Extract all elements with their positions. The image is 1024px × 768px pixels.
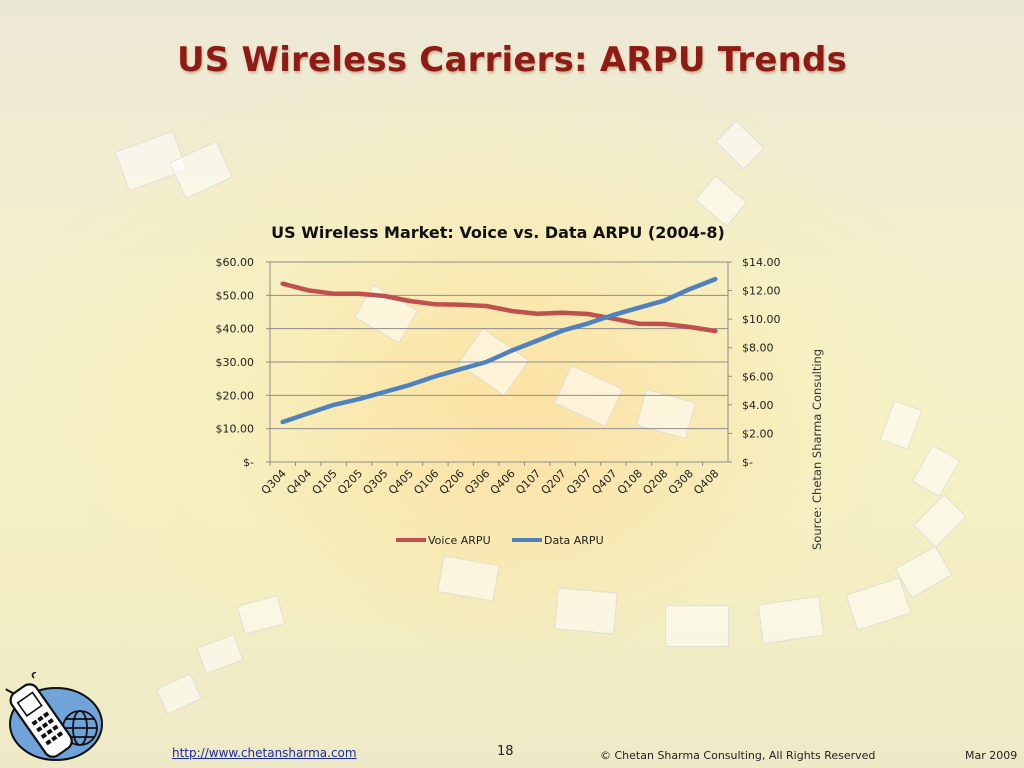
slide-title: US Wireless Carriers: ARPU Trends bbox=[176, 40, 848, 80]
voice-arpu-line bbox=[280, 281, 718, 334]
background-tile bbox=[665, 605, 729, 647]
left-axis-tick-label: $10.00 bbox=[216, 423, 255, 436]
x-axis-tick-label: Q208 bbox=[640, 467, 670, 497]
right-axis-tick-label: $14.00 bbox=[742, 256, 781, 269]
right-axis-tick-label: $6.00 bbox=[742, 370, 774, 383]
x-axis-tick-label: Q207 bbox=[539, 467, 569, 497]
right-axis-tick-label: $4.00 bbox=[742, 399, 774, 412]
x-axis-tick-label: Q405 bbox=[386, 467, 416, 497]
right-axis-tick-label: $12.00 bbox=[742, 285, 781, 298]
x-axis-tick-label: Q106 bbox=[411, 467, 441, 497]
chart-series bbox=[280, 276, 718, 425]
x-axis-tick-label: Q108 bbox=[615, 467, 645, 497]
chart-axes: $- $10.00 $20.00 $30.00 $40.00 $50.00 $60.00 $-… bbox=[216, 256, 781, 497]
x-axis-tick-label: Q404 bbox=[284, 467, 314, 497]
x-axis-tick-label: Q308 bbox=[666, 467, 696, 497]
right-axis-tick-label: $10.00 bbox=[742, 313, 781, 326]
chart-title: US Wireless Market: Voice vs. Data ARPU … bbox=[271, 223, 725, 242]
left-axis-tick-label: $40.00 bbox=[216, 323, 255, 336]
x-axis-tick-label: Q408 bbox=[691, 467, 721, 497]
x-axis-tick-label: Q105 bbox=[310, 467, 340, 497]
legend-label: Voice ARPU bbox=[428, 534, 491, 547]
left-axis-tick-label: $60.00 bbox=[216, 256, 255, 269]
right-axis-tick-label: $- bbox=[742, 456, 753, 469]
x-axis-tick-label: Q107 bbox=[513, 467, 543, 497]
left-axis-tick-label: $50.00 bbox=[216, 289, 255, 302]
source-note: Source: Chetan Sharma Consulting bbox=[810, 349, 824, 550]
page-number: 18 bbox=[497, 744, 514, 759]
slide-date: Mar 2009 bbox=[965, 749, 1018, 762]
legend-label: Data ARPU bbox=[544, 534, 604, 547]
left-axis-tick-label: $30.00 bbox=[216, 356, 255, 369]
x-axis-tick-label: Q206 bbox=[437, 467, 467, 497]
footer-website-link[interactable]: http://www.chetansharma.com bbox=[172, 746, 357, 760]
chart-legend: Voice ARPU Data ARPU bbox=[396, 534, 604, 547]
x-axis-tick-label: Q205 bbox=[335, 467, 365, 497]
x-axis-tick-label: Q305 bbox=[360, 467, 390, 497]
x-axis-tick-label: Q407 bbox=[589, 467, 619, 497]
left-axis-tick-label: $20.00 bbox=[216, 389, 255, 402]
copyright-notice: © Chetan Sharma Consulting, All Rights R… bbox=[600, 749, 876, 762]
data-arpu-line bbox=[280, 276, 718, 425]
right-axis-tick-label: $8.00 bbox=[742, 342, 774, 355]
mobile-phone-globe-icon bbox=[5, 672, 103, 761]
x-axis-tick-label: Q304 bbox=[259, 467, 289, 497]
left-axis-tick-label: $- bbox=[243, 456, 254, 469]
right-axis-tick-label: $2.00 bbox=[742, 427, 774, 440]
x-axis-tick-label: Q306 bbox=[462, 467, 492, 497]
x-axis-tick-label: Q406 bbox=[488, 467, 518, 497]
x-axis-tick-label: Q307 bbox=[564, 467, 594, 497]
